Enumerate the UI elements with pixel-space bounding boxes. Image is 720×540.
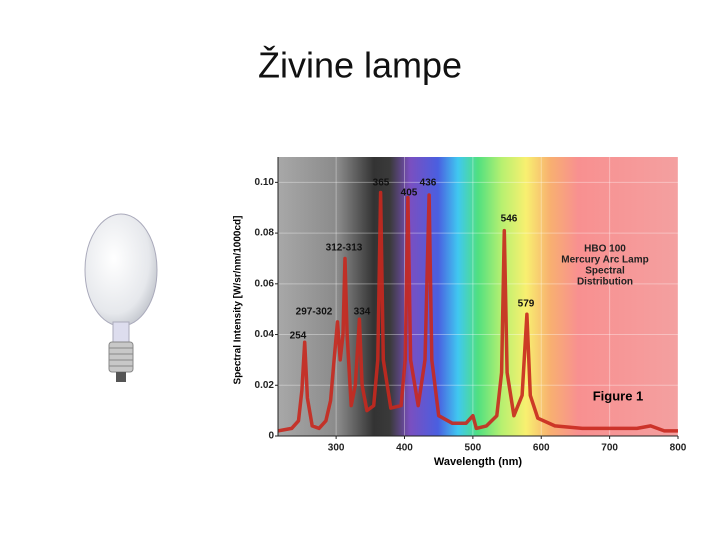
x-tick-label: 700 — [601, 443, 618, 454]
peak-label: 312-313 — [326, 243, 363, 254]
peak-label: 405 — [401, 188, 418, 199]
chart-title: Spectral — [585, 266, 625, 277]
spectrum-line — [278, 190, 678, 433]
peak-label: 365 — [373, 178, 390, 189]
y-tick-label: 0.06 — [255, 278, 275, 289]
x-axis-label: Wavelength (nm) — [434, 456, 523, 468]
y-tick-label: 0.10 — [255, 177, 275, 188]
chart-title: HBO 100 — [584, 244, 626, 255]
bulb — [84, 213, 158, 382]
peak-label: 297-302 — [296, 307, 333, 318]
x-tick-label: 800 — [670, 443, 687, 454]
slide-title: Živine lampe — [258, 45, 462, 86]
y-axis-label: Spectral Intensity [W/sr/nm/1000cd] — [233, 216, 244, 385]
x-tick-label: 600 — [533, 443, 550, 454]
figure-label: Figure 1 — [593, 388, 644, 403]
y-tick-label: 0 — [268, 431, 274, 442]
y-tick-label: 0.02 — [255, 380, 275, 391]
y-tick-label: 0.04 — [255, 329, 275, 340]
x-tick-label: 500 — [465, 443, 482, 454]
peak-label: 546 — [501, 214, 518, 225]
peak-label: 436 — [420, 178, 437, 189]
peak-label: 334 — [354, 307, 371, 318]
peak-label: 254 — [290, 331, 307, 342]
chart-title: Distribution — [577, 277, 633, 288]
y-tick-label: 0.08 — [255, 228, 275, 239]
x-tick-label: 300 — [328, 443, 345, 454]
x-tick-label: 400 — [396, 443, 413, 454]
chart-title: Mercury Arc Lamp — [561, 255, 648, 266]
peak-label: 579 — [518, 299, 535, 310]
